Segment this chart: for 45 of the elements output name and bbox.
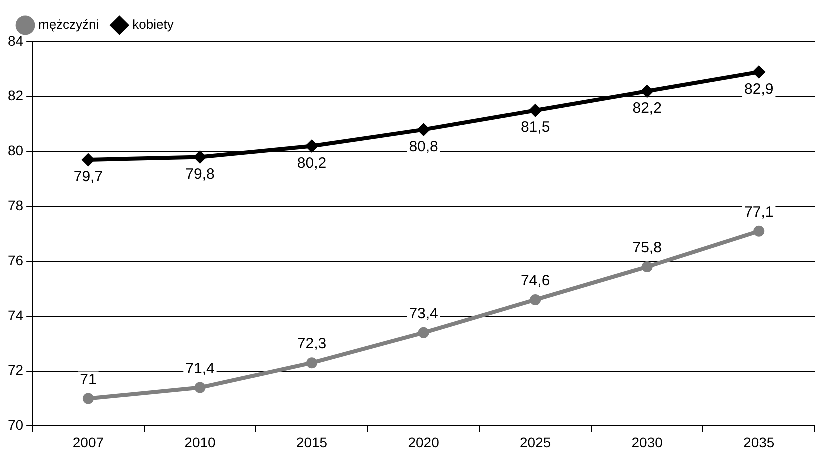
data-label: 82,9 [744,80,774,98]
point [82,154,95,167]
data-label: 71 [80,371,97,388]
data-label: 79,8 [186,166,215,183]
data-label: 80,2 [297,154,327,172]
point [754,226,765,237]
point [529,104,542,118]
y-tick-label: 76 [8,252,24,268]
y-tick-label: 74 [8,307,24,324]
data-label: 71,4 [186,360,215,378]
point [82,393,94,404]
point [752,66,766,79]
data-label: 82,2 [632,100,662,118]
x-tick-label: 2010 [184,434,216,450]
data-label: 74,6 [520,272,550,290]
y-tick-label: 82 [8,88,24,104]
x-tick-label: 2007 [72,434,104,450]
data-label: 80,8 [409,138,438,156]
y-tick-label: 72 [8,362,24,378]
data-label: 72,3 [297,336,327,353]
data-label: 77,1 [744,204,774,221]
data-label: 75,8 [632,240,662,257]
legend-label: kobiety [132,17,174,32]
x-tick-label: 2020 [408,434,440,450]
point [306,358,318,369]
y-tick-label: 84 [8,32,24,49]
y-tick-label: 80 [8,142,24,159]
y-tick-label: 78 [8,198,24,214]
legend-label: mężczyźni [38,17,100,32]
point [194,150,207,164]
point [417,123,430,136]
y-tick-label: 70 [8,417,24,434]
x-tick-label: 2015 [296,434,328,450]
point [530,294,542,306]
data-label: 81,5 [520,119,550,136]
point [306,140,319,153]
point [418,327,430,338]
data-label: 73,4 [409,306,438,323]
data-label: 79,7 [74,168,104,186]
point [194,382,206,394]
x-tick-label: 2025 [520,434,552,450]
point [642,262,653,273]
x-tick-label: 2035 [744,434,775,450]
x-tick-label: 2030 [632,434,664,450]
point [640,84,654,98]
